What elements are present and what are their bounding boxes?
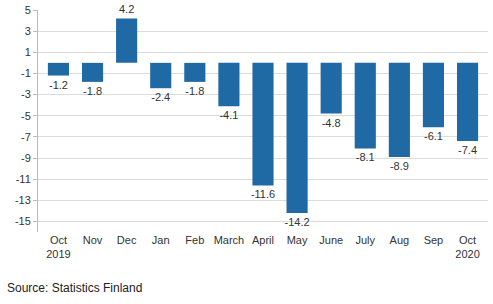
svg-text:Sep: Sep xyxy=(424,234,444,246)
svg-text:Dec: Dec xyxy=(117,234,137,246)
svg-text:July: July xyxy=(355,234,375,246)
svg-text:-15: -15 xyxy=(15,215,31,227)
svg-text:-1.8: -1.8 xyxy=(185,85,204,97)
svg-text:Source: Statistics Finland: Source: Statistics Finland xyxy=(7,281,142,295)
svg-text:5: 5 xyxy=(25,4,31,16)
svg-text:May: May xyxy=(287,234,308,246)
svg-text:Jan: Jan xyxy=(152,234,170,246)
svg-text:-7.4: -7.4 xyxy=(458,144,477,156)
svg-text:-4.1: -4.1 xyxy=(219,109,238,121)
svg-text:June: June xyxy=(319,234,343,246)
svg-text:-1.8: -1.8 xyxy=(83,85,102,97)
svg-text:Feb: Feb xyxy=(185,234,204,246)
svg-text:Nov: Nov xyxy=(83,234,103,246)
svg-text:4.2: 4.2 xyxy=(119,3,134,15)
svg-text:-14.2: -14.2 xyxy=(285,216,310,228)
svg-text:-5: -5 xyxy=(21,110,31,122)
svg-text:3: 3 xyxy=(25,25,31,37)
svg-text:Oct2020: Oct2020 xyxy=(455,234,479,260)
svg-text:-6.1: -6.1 xyxy=(424,130,443,142)
svg-text:March: March xyxy=(214,234,245,246)
svg-text:-8.1: -8.1 xyxy=(356,151,375,163)
svg-text:-4.8: -4.8 xyxy=(322,117,341,129)
svg-text:-8.9: -8.9 xyxy=(390,160,409,172)
svg-text:-11.6: -11.6 xyxy=(251,188,275,200)
svg-text:-1.2: -1.2 xyxy=(49,79,68,91)
svg-text:-9: -9 xyxy=(21,152,31,164)
svg-text:April: April xyxy=(252,234,274,246)
svg-text:-3: -3 xyxy=(21,88,31,100)
svg-text:Oct2019: Oct2019 xyxy=(46,234,70,260)
svg-text:-2.4: -2.4 xyxy=(151,91,170,103)
svg-text:1: 1 xyxy=(25,46,31,58)
svg-text:-11: -11 xyxy=(16,173,31,185)
svg-text:-7: -7 xyxy=(21,131,31,143)
svg-text:-1: -1 xyxy=(21,67,31,79)
svg-text:Aug: Aug xyxy=(390,234,410,246)
svg-text:-13: -13 xyxy=(15,194,31,206)
